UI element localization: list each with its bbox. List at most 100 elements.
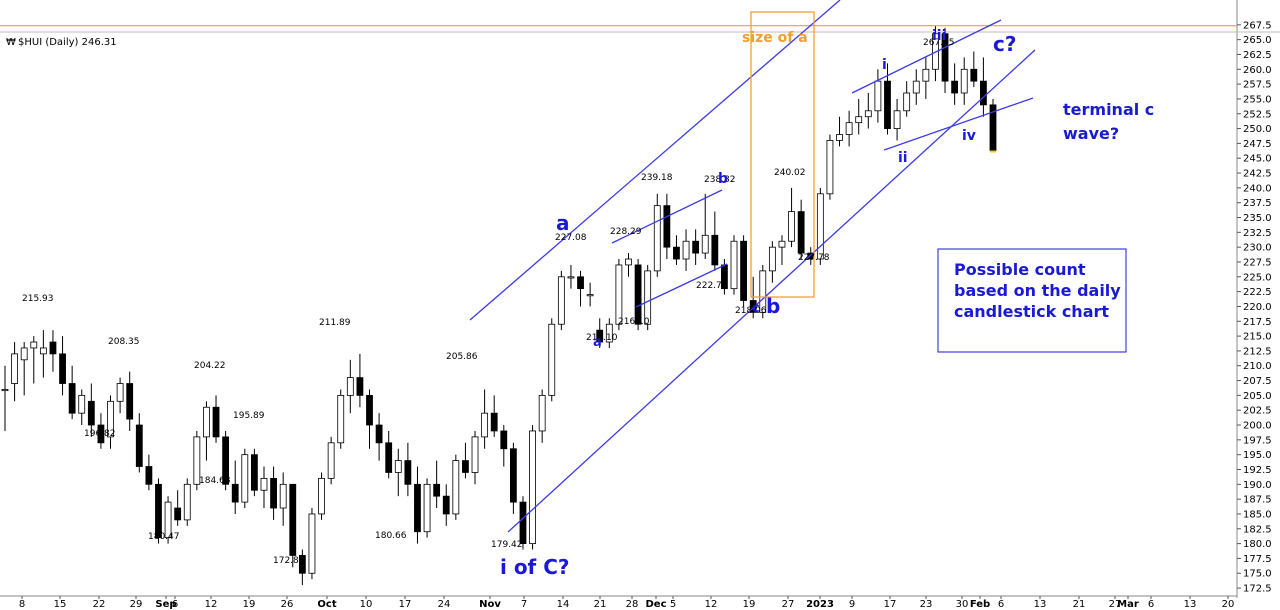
y-tick-label: 235.0 bbox=[1243, 213, 1272, 224]
candle-body bbox=[893, 110, 901, 129]
candle bbox=[116, 377, 124, 414]
candle-body bbox=[145, 466, 153, 485]
candle bbox=[951, 63, 959, 105]
candle bbox=[471, 430, 479, 485]
candle bbox=[625, 253, 632, 277]
candle bbox=[327, 436, 335, 485]
candle-body bbox=[327, 442, 335, 479]
price-point-label: 222.71 bbox=[696, 281, 728, 291]
candle bbox=[826, 134, 834, 200]
candle bbox=[164, 496, 172, 544]
candle-body bbox=[557, 276, 565, 325]
size-of-a-label: size of a bbox=[742, 30, 808, 46]
candle-body bbox=[509, 448, 517, 503]
candle bbox=[692, 229, 700, 265]
count-note-line-2: based on the daily bbox=[954, 281, 1121, 300]
y-tick-label: 197.5 bbox=[1243, 435, 1272, 446]
candle-body bbox=[222, 436, 230, 485]
y-tick-label: 212.5 bbox=[1243, 346, 1272, 357]
candle-body bbox=[855, 116, 863, 124]
price-point-label: 227.78 bbox=[798, 253, 830, 263]
wave-label: i bbox=[882, 57, 887, 73]
candle-body bbox=[519, 501, 527, 545]
y-tick-label: 217.5 bbox=[1243, 317, 1272, 328]
candle bbox=[605, 318, 613, 348]
candle-body bbox=[183, 483, 191, 521]
y-tick-label: 190.0 bbox=[1243, 480, 1272, 491]
candle bbox=[107, 395, 114, 449]
y-tick-label: 200.0 bbox=[1243, 421, 1272, 432]
y-tick-label: 257.5 bbox=[1243, 80, 1272, 91]
candle bbox=[279, 472, 287, 526]
candle bbox=[577, 270, 584, 307]
candle-body bbox=[433, 483, 441, 497]
y-tick-label: 262.5 bbox=[1243, 50, 1272, 61]
price-point-label: 215.93 bbox=[22, 294, 54, 304]
candle-body bbox=[212, 406, 220, 438]
candle bbox=[596, 318, 604, 348]
candle-body bbox=[203, 406, 210, 438]
x-tick-label: Mar bbox=[1117, 599, 1139, 610]
wave-label: a bbox=[593, 335, 602, 350]
y-tick-label: 255.0 bbox=[1243, 94, 1272, 105]
candle-body bbox=[529, 430, 536, 545]
lower-channel-line bbox=[507, 49, 1036, 533]
y-tick-label: 242.5 bbox=[1243, 169, 1272, 180]
candle-body bbox=[308, 513, 316, 574]
candle bbox=[250, 448, 258, 497]
candle-body bbox=[174, 507, 182, 521]
candle bbox=[836, 116, 843, 147]
candle bbox=[519, 496, 527, 550]
candle-body bbox=[414, 483, 421, 533]
candle-body bbox=[596, 329, 604, 343]
candle bbox=[557, 270, 565, 331]
candle-body bbox=[788, 211, 795, 242]
candle bbox=[222, 430, 230, 491]
candle-body bbox=[980, 80, 987, 106]
y-tick-label: 227.5 bbox=[1243, 257, 1272, 268]
y-tick-label: 195.0 bbox=[1243, 450, 1272, 461]
y-tick-label: 202.5 bbox=[1243, 406, 1272, 417]
candle-body bbox=[471, 436, 479, 473]
candle-body bbox=[500, 430, 508, 450]
candle-body bbox=[567, 276, 575, 279]
price-point-label: 213.10 bbox=[586, 333, 618, 343]
chart-title: ₩ $HUI (Daily) 246.31 bbox=[6, 37, 117, 48]
x-tick-label: 6 bbox=[1148, 599, 1154, 610]
y-axis: 267.5 265.0 262.5 260.0 257.5 255.0 252.5 250.0… bbox=[1237, 20, 1272, 595]
price-point-label: 239.18 bbox=[641, 173, 673, 183]
candle bbox=[768, 241, 776, 283]
candle bbox=[711, 211, 719, 271]
x-tick-label: 2023 bbox=[806, 599, 834, 610]
candle-body bbox=[912, 80, 920, 94]
candle bbox=[59, 336, 66, 396]
price-point-label: 211.89 bbox=[319, 318, 351, 328]
candle bbox=[663, 193, 671, 260]
candle bbox=[404, 442, 412, 497]
y-tick-label: 247.5 bbox=[1243, 139, 1272, 150]
candle-body bbox=[730, 240, 738, 290]
wave-label: c? bbox=[993, 32, 1016, 56]
candle-body bbox=[423, 483, 431, 533]
candle-body bbox=[538, 394, 546, 432]
wave-label: b bbox=[766, 294, 780, 318]
y-tick-label: 177.5 bbox=[1243, 554, 1272, 565]
candle bbox=[68, 365, 76, 420]
count-note-line-1: Possible count bbox=[954, 260, 1086, 279]
candle-body bbox=[442, 495, 450, 515]
y-tick-label: 267.5 bbox=[1243, 20, 1272, 31]
candle-body bbox=[711, 234, 719, 266]
candle-body bbox=[864, 110, 872, 118]
chart-title-text: $HUI (Daily) 246.31 bbox=[18, 37, 117, 48]
candle-body bbox=[653, 205, 661, 272]
y-tick-label: 180.0 bbox=[1243, 539, 1272, 550]
candle bbox=[385, 430, 393, 479]
y-tick-label: 237.5 bbox=[1243, 198, 1272, 209]
candle-body bbox=[78, 394, 86, 414]
price-point-label: 172.86 bbox=[273, 556, 305, 566]
candle bbox=[788, 187, 795, 248]
candle-body bbox=[298, 555, 306, 574]
candle bbox=[970, 51, 978, 88]
candle-body bbox=[826, 140, 834, 195]
